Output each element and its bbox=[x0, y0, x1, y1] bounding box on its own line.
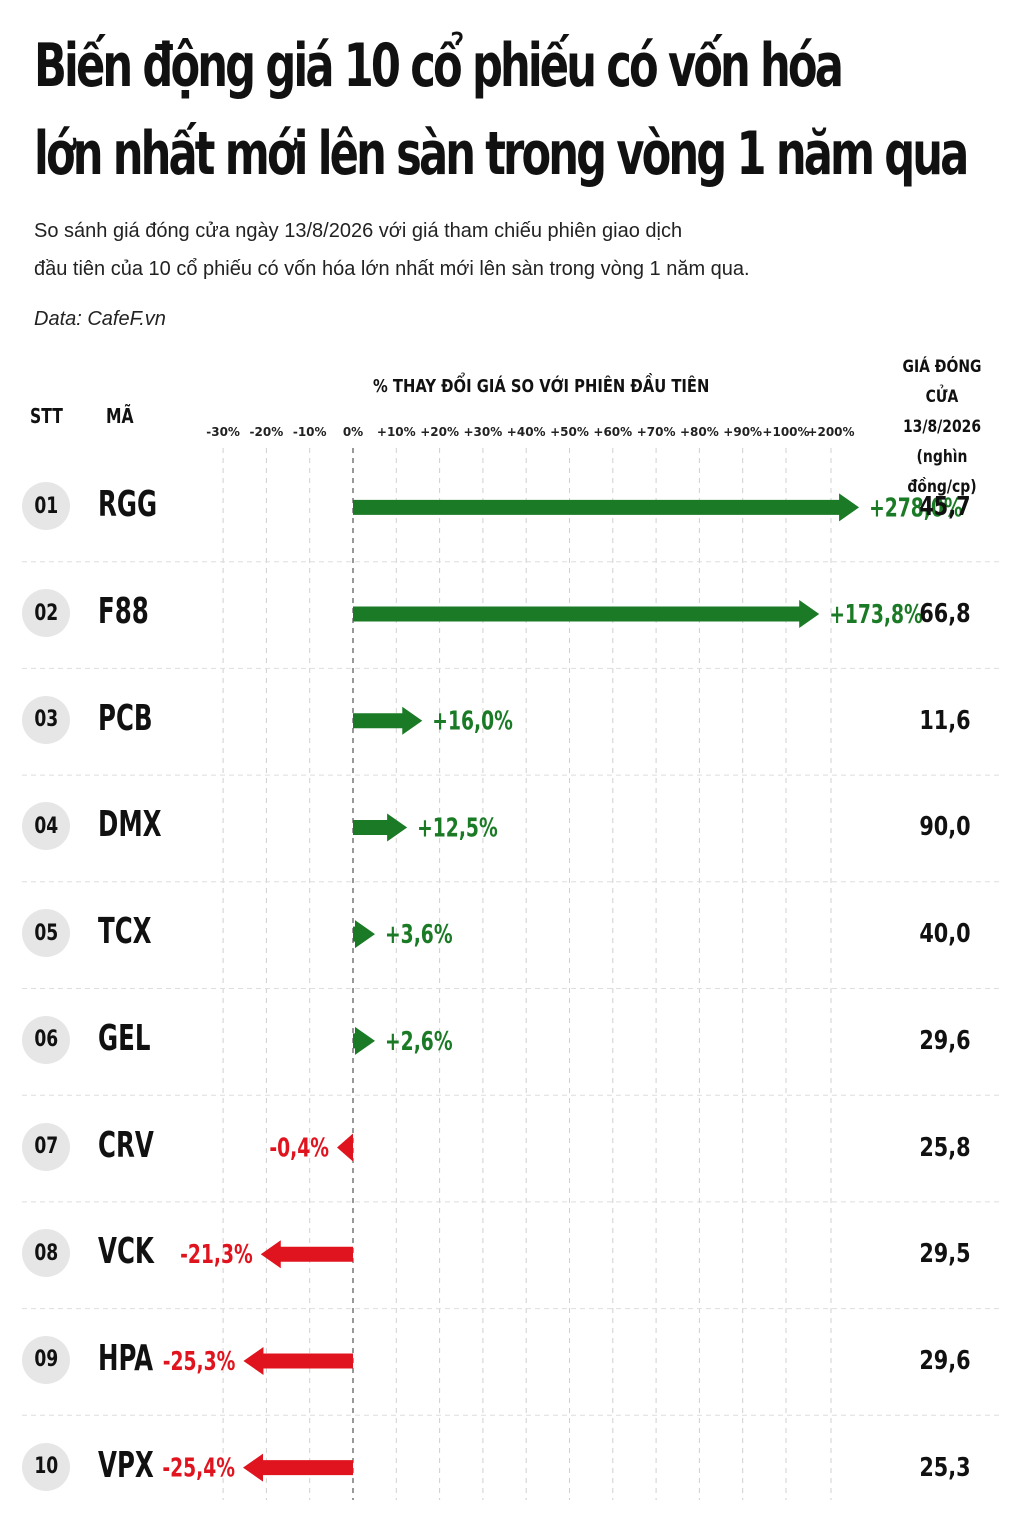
closing-price: 25,8 bbox=[919, 1132, 971, 1163]
x-tick-label: +10% bbox=[377, 425, 416, 439]
data-label: +3,6% bbox=[385, 920, 453, 950]
title-line-1: Biến động giá 10 cổ phiếu có vốn hóa bbox=[34, 31, 844, 101]
x-tick-label: +80% bbox=[680, 425, 719, 439]
ticker-label: PCB bbox=[98, 697, 153, 739]
x-tick-label: +100% bbox=[762, 425, 809, 439]
row-number: 06 bbox=[34, 1027, 58, 1053]
row-number: 04 bbox=[34, 813, 58, 839]
row-number: 01 bbox=[34, 493, 58, 519]
bar-VPX bbox=[243, 1453, 353, 1482]
closing-price: 25,3 bbox=[919, 1452, 971, 1483]
ticker-label: DMX bbox=[98, 804, 162, 846]
row-number-badge: 03 bbox=[22, 695, 70, 744]
column-header-ticker: MÃ bbox=[106, 404, 134, 428]
data-label: -25,4% bbox=[162, 1454, 235, 1484]
row-number: 07 bbox=[34, 1134, 58, 1160]
bar-F88 bbox=[353, 600, 820, 629]
row-number-badge: 09 bbox=[22, 1335, 70, 1384]
bar-HPA bbox=[243, 1346, 353, 1375]
bar-PCB bbox=[353, 706, 423, 735]
price-header-line-1: GIÁ ĐÓNG CỬA bbox=[902, 357, 982, 407]
data-label: -21,3% bbox=[180, 1240, 253, 1270]
closing-price: 29,6 bbox=[919, 1025, 971, 1056]
closing-price: 40,0 bbox=[919, 919, 971, 950]
ticker-label: F88 bbox=[98, 591, 149, 633]
ticker-label: VPX bbox=[98, 1444, 154, 1486]
closing-price: 11,6 bbox=[919, 705, 971, 736]
bar-RGG bbox=[353, 493, 860, 522]
subtitle-line-1: So sánh giá đóng cửa ngày 13/8/2026 với … bbox=[34, 220, 683, 242]
x-tick-label: +30% bbox=[464, 425, 503, 439]
x-tick-label: +90% bbox=[723, 425, 762, 439]
row-number: 05 bbox=[34, 920, 58, 946]
data-label: +173,8% bbox=[829, 600, 923, 630]
closing-price: 90,0 bbox=[919, 812, 971, 843]
x-tick-label: +50% bbox=[550, 425, 589, 439]
x-tick-label: +60% bbox=[593, 425, 632, 439]
column-header-stt: STT bbox=[30, 404, 63, 428]
row-number: 08 bbox=[34, 1240, 58, 1266]
price-header-unit: (nghìn đồng/cp) bbox=[907, 447, 977, 497]
row-number-badge: 02 bbox=[22, 589, 70, 638]
ticker-label: GEL bbox=[98, 1017, 151, 1059]
data-label: -25,3% bbox=[163, 1347, 236, 1377]
row-number-badge: 06 bbox=[22, 1015, 70, 1064]
ticker-label: HPA bbox=[98, 1337, 154, 1379]
closing-price: 29,6 bbox=[919, 1345, 971, 1376]
row-number-badge: 10 bbox=[22, 1442, 70, 1491]
subtitle-line-2: đầu tiên của 10 cổ phiếu có vốn hóa lớn … bbox=[34, 258, 750, 280]
row-number-badge: 01 bbox=[22, 482, 70, 531]
closing-price: 66,8 bbox=[919, 599, 971, 630]
x-tick-label: -20% bbox=[250, 425, 284, 439]
x-tick-label: +40% bbox=[507, 425, 546, 439]
bar-GEL bbox=[353, 1026, 375, 1055]
data-label: +12,5% bbox=[417, 813, 498, 843]
row-number-badge: 07 bbox=[22, 1122, 70, 1171]
row-number-badge: 08 bbox=[22, 1229, 70, 1278]
column-header-price: GIÁ ĐÓNG CỬA 13/8/2026 (nghìn đồng/cp) bbox=[872, 352, 1012, 502]
row-number-badge: 04 bbox=[22, 802, 70, 851]
closing-price: 45,7 bbox=[919, 492, 971, 523]
data-label: +278,0% bbox=[869, 493, 963, 523]
ticker-label: TCX bbox=[98, 911, 152, 953]
bar-DMX bbox=[353, 813, 408, 842]
data-label: +16,0% bbox=[432, 707, 513, 737]
x-tick-label: 0% bbox=[343, 425, 363, 439]
row-number: 02 bbox=[34, 600, 58, 626]
row-number: 10 bbox=[34, 1454, 58, 1480]
data-source: Data: CafeF.vn bbox=[34, 308, 166, 330]
x-tick-label: +70% bbox=[637, 425, 676, 439]
data-label: +2,6% bbox=[385, 1027, 453, 1057]
row-number: 09 bbox=[34, 1347, 58, 1373]
ticker-label: CRV bbox=[98, 1124, 154, 1166]
price-header-line-2: 13/8/2026 bbox=[902, 417, 982, 437]
x-tick-label: -10% bbox=[293, 425, 327, 439]
bar-VCK bbox=[260, 1240, 353, 1269]
data-label: -0,4% bbox=[269, 1134, 329, 1164]
row-number-badge: 05 bbox=[22, 909, 70, 958]
bar-TCX bbox=[353, 920, 375, 949]
subtitle: So sánh giá đóng cửa ngày 13/8/2026 với … bbox=[34, 212, 934, 288]
ticker-label: VCK bbox=[98, 1231, 154, 1273]
x-tick-label: +200% bbox=[807, 425, 854, 439]
ticker-label: RGG bbox=[98, 484, 158, 526]
bar-CRV bbox=[337, 1133, 353, 1162]
x-tick-label: -30% bbox=[206, 425, 240, 439]
x-tick-label: +20% bbox=[420, 425, 459, 439]
row-number: 03 bbox=[34, 707, 58, 733]
column-header-change: % THAY ĐỔI GIÁ SO VỚI PHIÊN ĐẦU TIÊN bbox=[373, 376, 710, 397]
closing-price: 29,5 bbox=[919, 1239, 971, 1270]
